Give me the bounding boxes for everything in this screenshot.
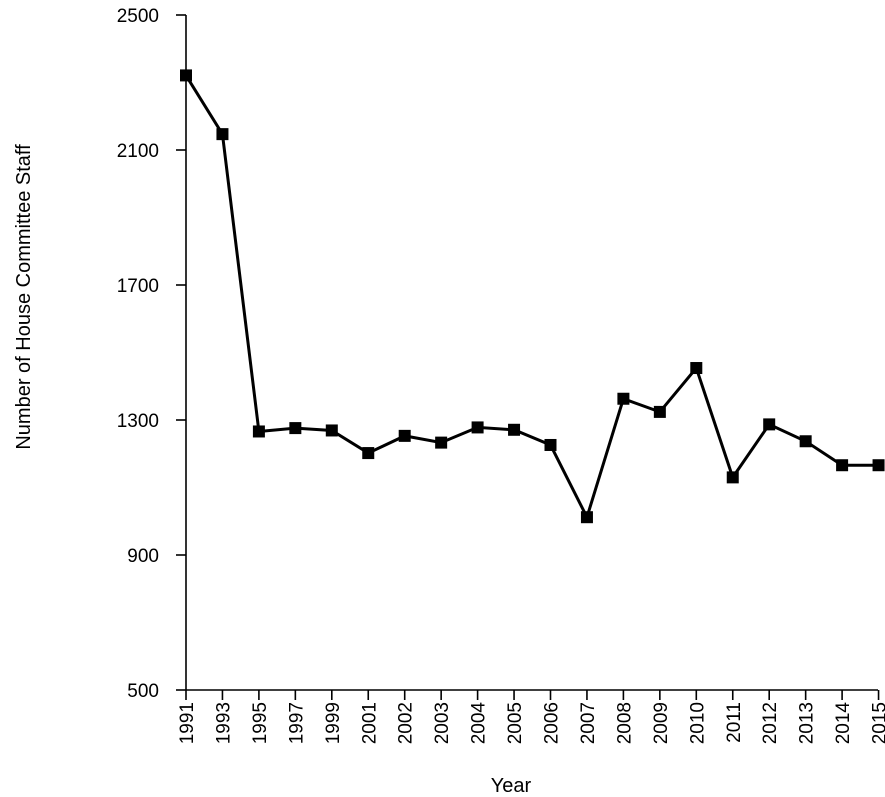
data-point [325,424,338,437]
y-tick-label: 500 [127,681,159,702]
x-tick-label: 2013 [797,702,818,744]
data-point [872,459,885,472]
x-tick-label: 2005 [505,702,526,744]
data-point [690,362,703,375]
x-tick-label: 2008 [614,702,635,744]
data-point [726,471,739,484]
x-tick-label: 1997 [286,702,307,744]
x-tick-label: 2009 [651,702,672,744]
data-point [763,418,776,431]
y-tick-label: 2100 [117,141,159,162]
x-tick-label: 2012 [760,702,781,744]
x-axis-ticks: 1991 1993 1995 1997 1999 2001 2002 2003 2004 2005… [177,690,885,744]
x-tick-label: 2010 [687,702,708,744]
x-tick-label: 1999 [323,702,344,744]
x-tick-label: 2014 [833,702,854,745]
x-tick-label: 2007 [578,702,599,744]
data-point [435,436,448,449]
x-tick-label: 2015 [870,702,885,744]
data-point [544,438,557,451]
y-tick-label: 1700 [117,276,159,297]
series-layer [180,69,885,524]
data-point [362,447,375,460]
y-axis-ticks: 500 900 1300 1700 2100 2500 [117,6,186,702]
x-tick-label: 2006 [542,702,563,744]
x-tick-label: 2004 [469,702,490,745]
x-tick-label: 2003 [432,702,453,744]
data-point [617,392,630,405]
data-point [799,435,812,448]
data-point [471,421,484,434]
data-point [836,459,849,472]
x-axis-title: Year [491,775,532,797]
data-point [289,422,302,435]
x-tick-label: 2011 [724,702,745,743]
data-point [398,429,411,442]
data-point [580,511,593,524]
series-line [184,74,879,522]
x-tick-label: 1995 [250,702,271,744]
y-tick-label: 900 [127,546,159,567]
x-tick-label: 2002 [396,702,417,744]
y-tick-label: 2500 [117,6,159,27]
y-tick-label: 1300 [117,411,159,432]
data-point [653,405,666,418]
data-point [216,128,229,141]
data-point [508,423,521,436]
y-axis-title: Number of House Committee Staff [13,144,35,450]
x-tick-label: 2001 [359,702,380,744]
data-point [252,425,265,438]
x-tick-label: 1991 [177,702,198,744]
data-point [180,69,192,82]
x-tick-label: 1993 [213,702,234,744]
